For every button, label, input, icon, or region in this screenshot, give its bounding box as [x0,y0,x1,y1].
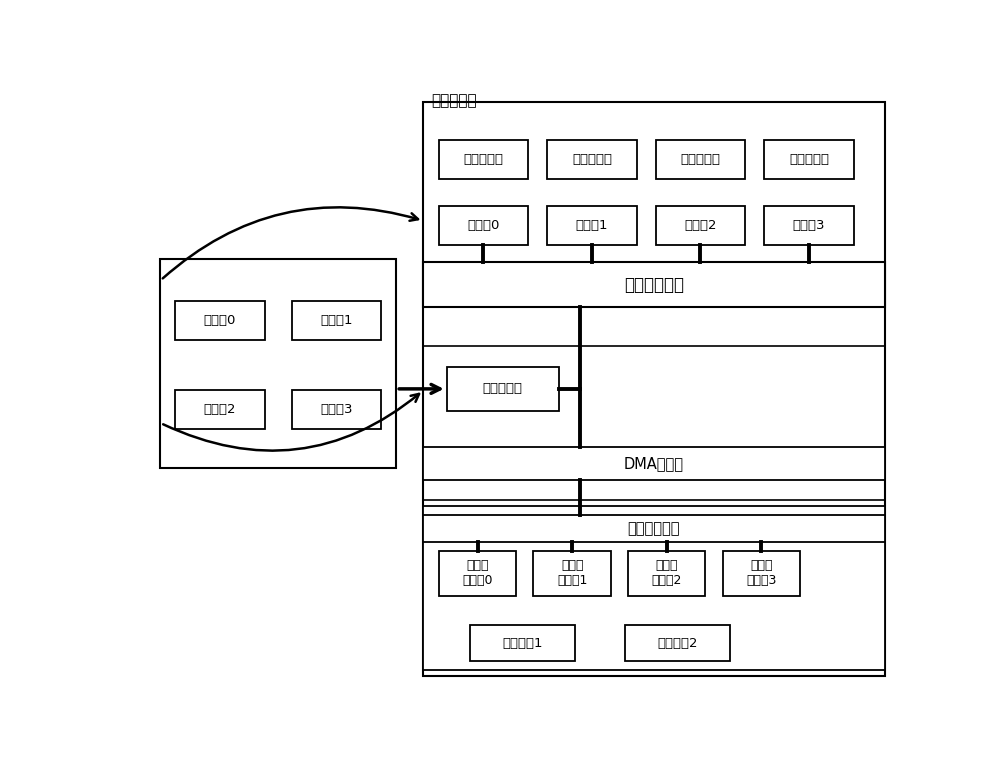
Text: 虚拟机0: 虚拟机0 [204,314,236,327]
Text: 虚拟机1: 虚拟机1 [576,219,608,232]
Text: 虚拟机管理层: 虚拟机管理层 [624,276,684,294]
Text: DMA映射区: DMA映射区 [624,456,684,471]
FancyBboxPatch shape [160,260,396,468]
FancyBboxPatch shape [423,262,885,307]
FancyBboxPatch shape [292,301,381,340]
FancyArrowPatch shape [163,207,418,278]
Text: 虚拟机1: 虚拟机1 [320,314,352,327]
Text: 虚拟机2: 虚拟机2 [204,404,236,416]
FancyBboxPatch shape [723,551,800,596]
FancyBboxPatch shape [656,206,745,244]
FancyBboxPatch shape [656,141,745,179]
FancyBboxPatch shape [175,301,264,340]
Text: 以太网口1: 以太网口1 [502,637,542,650]
FancyBboxPatch shape [439,206,528,244]
FancyBboxPatch shape [625,625,730,661]
FancyBboxPatch shape [628,551,705,596]
Text: 存储控制器: 存储控制器 [483,383,523,395]
FancyBboxPatch shape [764,141,854,179]
Text: 虚拟机3: 虚拟机3 [320,404,352,416]
Text: 虚拟机0: 虚拟机0 [467,219,500,232]
FancyBboxPatch shape [439,551,516,596]
Text: 处理器核心: 处理器核心 [789,153,829,166]
Text: 虚拟机2: 虚拟机2 [684,219,717,232]
FancyBboxPatch shape [423,102,885,676]
Text: 虚拟机
队列　0: 虚拟机 队列 0 [462,560,493,587]
FancyBboxPatch shape [547,141,637,179]
Text: 以太网适配器: 以太网适配器 [628,521,680,536]
Text: 虚拟机3: 虚拟机3 [793,219,825,232]
Text: 处理器核心: 处理器核心 [680,153,720,166]
FancyBboxPatch shape [447,366,559,411]
FancyBboxPatch shape [547,206,637,244]
Text: 虚拟机
队列　1: 虚拟机 队列 1 [557,560,587,587]
FancyBboxPatch shape [439,141,528,179]
FancyBboxPatch shape [423,447,885,479]
Text: 处理器核心: 处理器核心 [572,153,612,166]
Text: 多核处理器: 多核处理器 [431,94,477,108]
FancyBboxPatch shape [292,390,381,429]
FancyArrowPatch shape [163,394,419,451]
FancyBboxPatch shape [423,516,885,542]
Text: 处理器核心: 处理器核心 [463,153,503,166]
FancyBboxPatch shape [533,551,611,596]
Text: 虚拟机
队列　3: 虚拟机 队列 3 [746,560,776,587]
FancyBboxPatch shape [175,390,264,429]
Text: 虚拟机
队列　2: 虚拟机 队列 2 [652,560,682,587]
FancyBboxPatch shape [470,625,574,661]
FancyBboxPatch shape [764,206,854,244]
Text: 以太网口2: 以太网口2 [657,637,697,650]
FancyBboxPatch shape [423,506,885,670]
